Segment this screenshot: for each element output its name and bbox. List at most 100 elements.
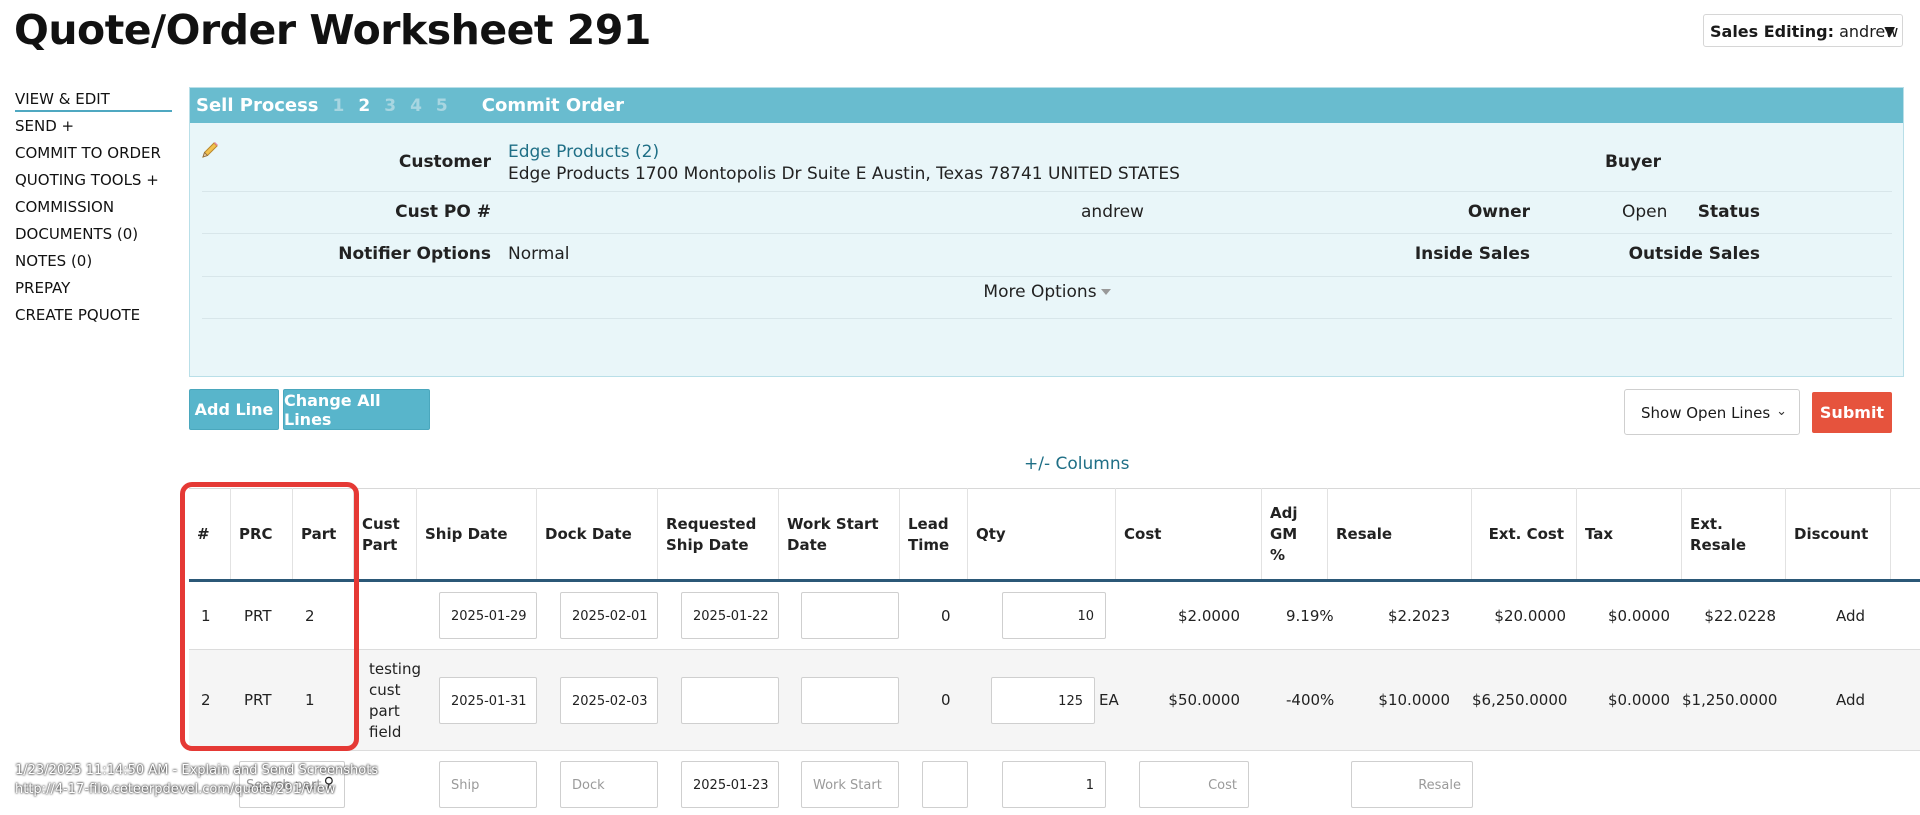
row-resale: $2.2023 — [1387, 607, 1450, 625]
more-options-label: More Options — [983, 282, 1097, 302]
qty-input[interactable]: 10 — [1002, 592, 1106, 639]
nav-view-edit[interactable]: VIEW & EDIT — [15, 88, 172, 112]
row-tax: $0.0000 — [1607, 607, 1670, 625]
owner-label: Owner — [1467, 202, 1530, 222]
watermark-url: http://4-17-filo.ceteerpdevel.com/quote/… — [15, 782, 336, 797]
caret-down-icon — [1100, 289, 1111, 295]
ship-date-input[interactable]: 2025-01-31 — [439, 677, 537, 724]
col-header-qty[interactable]: Qty — [968, 488, 1116, 581]
search-icon: ⚲ — [323, 775, 334, 791]
nav-commission[interactable]: COMMISSION — [15, 198, 115, 216]
row-cost: $2.0000 — [1177, 607, 1240, 625]
col-header-req-ship-date[interactable]: Requested Ship Date — [658, 488, 779, 581]
inside-sales-label: Inside Sales — [1414, 244, 1530, 264]
nav-documents[interactable]: DOCUMENTS (0) — [15, 225, 139, 243]
dock-date-input[interactable]: 2025-02-03 — [560, 677, 658, 724]
step-3[interactable]: 3 — [384, 95, 397, 116]
screenshot-watermark: 1/23/2025 11:14:50 AM - Explain and Send… — [15, 761, 378, 799]
new-ship-date-input[interactable]: Ship — [439, 761, 537, 808]
qty-input[interactable]: 125 — [991, 677, 1095, 724]
line-filter-select[interactable]: Show Open Lines ⌄ — [1624, 389, 1800, 435]
notifier-label: Notifier Options — [338, 244, 491, 264]
col-header-discount[interactable]: Discount — [1786, 488, 1891, 581]
commit-order-step[interactable]: Commit Order — [481, 95, 625, 116]
page-title: Quote/Order Worksheet 291 — [14, 6, 651, 54]
col-header-lead-time[interactable]: Lead Time — [900, 488, 968, 581]
annotation-highlight-box — [180, 482, 359, 751]
req-ship-date-input[interactable]: 2025-01-22 — [681, 592, 779, 639]
col-header-ext-cost[interactable]: Ext. Cost — [1472, 488, 1577, 581]
step-2[interactable]: 2 — [358, 95, 371, 116]
sales-editing-label: Sales Editing: — [1710, 22, 1834, 41]
row-lead-time: 0 — [941, 607, 951, 625]
po-owner-status-row: Cust PO # Owner andrew Status Open — [202, 192, 1892, 234]
col-header-ext-resale[interactable]: Ext. Resale — [1682, 488, 1786, 581]
sell-process-title: Sell Process — [196, 95, 319, 116]
add-line-button[interactable]: Add Line — [189, 389, 279, 430]
row-cust-part: testing cust part field — [369, 660, 422, 741]
step-1[interactable]: 1 — [332, 95, 345, 116]
table-header-rule — [189, 579, 1920, 582]
step-4[interactable]: 4 — [410, 95, 422, 116]
part-search-input[interactable]: Search part ⚲ — [239, 761, 345, 808]
row-prc: PRT — [244, 691, 272, 709]
nav-notes[interactable]: NOTES (0) — [15, 252, 93, 270]
sell-process-bar: Sell Process 1 2 3 4 5 Commit Order — [190, 88, 1903, 123]
more-options-toggle[interactable]: More Options — [202, 282, 1892, 302]
outside-sales-label: Outside Sales — [1628, 244, 1760, 264]
new-cost-input[interactable]: Cost — [1139, 761, 1249, 808]
change-all-lines-button[interactable]: Change All Lines — [283, 389, 430, 430]
table-row: 1 PRT 2 2025-01-29 2025-02-01 2025-01-22… — [189, 582, 1920, 650]
discount-add-link[interactable]: Add — [1836, 691, 1866, 709]
nav-quoting-tools[interactable]: QUOTING TOOLS + — [15, 171, 159, 189]
new-req-ship-date-input[interactable]: 2025-01-23 — [681, 761, 779, 808]
sales-editing-select[interactable]: Sales Editing: andrew ▼ — [1703, 14, 1903, 47]
new-work-start-input[interactable]: Work Start — [801, 761, 899, 808]
work-start-date-input[interactable] — [801, 677, 899, 724]
new-dock-date-input[interactable]: Dock — [560, 761, 658, 808]
buyer-label: Buyer — [1604, 152, 1661, 172]
col-header-adj-gm[interactable]: Adj GM % — [1262, 488, 1328, 581]
row-prc: PRT — [244, 607, 272, 625]
col-header-resale[interactable]: Resale — [1328, 488, 1472, 581]
col-header-dock-date[interactable]: Dock Date — [537, 488, 658, 581]
col-header-num[interactable]: # — [189, 488, 231, 581]
customer-link[interactable]: Edge Products (2) — [508, 142, 660, 162]
col-header-ship-date[interactable]: Ship Date — [417, 488, 537, 581]
new-resale-input[interactable]: Resale — [1351, 761, 1473, 808]
row-part-link[interactable]: 1 — [305, 691, 315, 709]
col-header-prc[interactable]: PRC — [231, 488, 293, 581]
row-uom: EA — [1099, 691, 1119, 709]
nav-commit-to-order[interactable]: COMMIT TO ORDER — [15, 144, 161, 162]
work-start-date-input[interactable] — [801, 592, 899, 639]
row-part-link[interactable]: 2 — [305, 607, 315, 625]
nav-prepay[interactable]: PREPAY — [15, 279, 71, 297]
row-ext-resale: $22.0228 — [1704, 607, 1776, 625]
dock-date-input[interactable]: 2025-02-01 — [560, 592, 658, 639]
step-5[interactable]: 5 — [435, 95, 448, 116]
row-resale: $10.0000 — [1378, 691, 1450, 709]
notifier-value: Normal — [508, 244, 570, 264]
cust-po-label: Cust PO # — [395, 202, 491, 222]
submit-button[interactable]: Submit — [1812, 392, 1892, 433]
ship-date-input[interactable]: 2025-01-29 — [439, 592, 537, 639]
col-header-tax[interactable]: Tax — [1577, 488, 1682, 581]
col-header-cost[interactable]: Cost — [1116, 488, 1262, 581]
nav-send[interactable]: SEND + — [15, 117, 75, 135]
pencil-edit-icon[interactable] — [200, 140, 220, 160]
col-header-part[interactable]: Part — [293, 488, 354, 581]
discount-add-link[interactable]: Add — [1836, 607, 1866, 625]
row-ext-cost: $20.0000 — [1494, 607, 1566, 625]
side-nav: VIEW & EDIT SEND + COMMIT TO ORDER QUOTI… — [15, 88, 172, 331]
nav-create-pquote[interactable]: CREATE PQUOTE — [15, 306, 141, 324]
row-tax: $0.0000 — [1607, 691, 1670, 709]
more-options-row: More Options — [202, 277, 1892, 319]
col-header-work-start[interactable]: Work Start Date — [779, 488, 900, 581]
columns-toggle-link[interactable]: +/- Columns — [1024, 454, 1130, 474]
row-cost: $50.0000 — [1168, 691, 1240, 709]
new-qty-input[interactable]: 1 — [1002, 761, 1106, 808]
col-header-cust-part[interactable]: Cust Part — [354, 488, 417, 581]
new-lead-time-input[interactable] — [922, 761, 968, 808]
order-details-panel: Sell Process 1 2 3 4 5 Commit Order Cust… — [189, 87, 1904, 377]
req-ship-date-input[interactable] — [681, 677, 779, 724]
